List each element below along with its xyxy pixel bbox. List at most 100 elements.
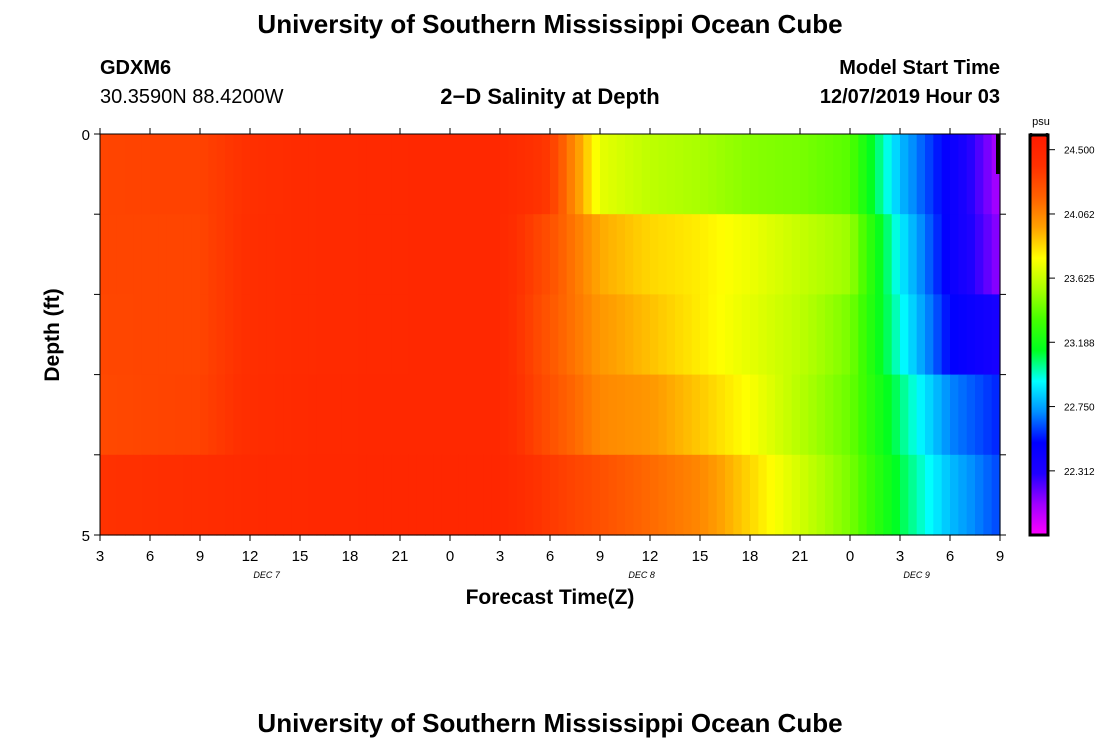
heatmap-cell: [616, 294, 626, 376]
x-tick-label: 21: [392, 548, 409, 565]
heatmap-cell: [925, 374, 934, 456]
heatmap-cell: [608, 294, 618, 376]
heatmap-cell: [983, 294, 993, 376]
heatmap-cell: [825, 294, 834, 376]
heatmap-cell: [591, 454, 601, 536]
heatmap-cell: [333, 374, 343, 456]
x-tick-label: 15: [692, 548, 709, 565]
heatmap-cell: [341, 374, 351, 456]
heatmap-cell: [875, 454, 884, 536]
heatmap-cell: [625, 214, 634, 295]
y-axis: 05: [82, 127, 1006, 545]
heatmap-cell: [791, 374, 801, 456]
heatmap-cell: [866, 134, 876, 215]
x-tick-label: 21: [792, 548, 809, 565]
heatmap-cell: [391, 374, 401, 456]
heatmap-cell: [416, 214, 426, 295]
heatmap-cell: [666, 214, 676, 295]
heatmap-cell: [291, 454, 301, 536]
heatmap-cell: [300, 134, 309, 215]
heatmap-cell: [241, 454, 251, 536]
heatmap-cell: [300, 374, 309, 456]
heatmap-cell: [283, 214, 293, 295]
heatmap-cell: [725, 454, 734, 536]
heatmap-cell: [908, 134, 918, 215]
page-title: University of Southern Mississippi Ocean…: [257, 9, 843, 39]
heatmap-cell: [541, 294, 551, 376]
heatmap-cell: [458, 294, 468, 376]
heatmap-cell: [691, 374, 701, 456]
heatmap-cell: [825, 454, 834, 536]
heatmap-cell: [966, 374, 976, 456]
heatmap-cell: [158, 134, 168, 215]
heatmap-cell: [350, 374, 359, 456]
heatmap-cell: [708, 134, 718, 215]
heatmap-cell: [466, 134, 476, 215]
heatmap-cell: [991, 454, 1001, 536]
heatmap-cell: [266, 134, 276, 215]
heatmap-cell: [975, 134, 984, 215]
heatmap-cell: [641, 454, 651, 536]
x-tick-label: 9: [196, 548, 204, 565]
heatmap-cell: [883, 294, 893, 376]
heatmap-cell: [108, 214, 118, 295]
heatmap-cell: [316, 134, 326, 215]
heatmap-cell: [758, 214, 768, 295]
colorbar-tick-label: 22.750: [1064, 403, 1095, 414]
colorbar-corner-left: [1029, 133, 1033, 137]
heatmap-cell: [450, 454, 459, 536]
heatmap-cell: [175, 374, 184, 456]
heatmap-cell: [491, 454, 501, 536]
heatmap-cell: [291, 134, 301, 215]
heatmap-cell: [800, 294, 809, 376]
heatmap-cell: [208, 214, 218, 295]
heatmap-cell: [866, 374, 876, 456]
x-tick-label: 0: [846, 548, 854, 565]
heatmap-cell: [750, 134, 759, 215]
heatmap-cell: [675, 454, 684, 536]
heatmap-cell: [150, 214, 159, 295]
heatmap-cell: [575, 294, 584, 376]
heatmap-cell: [166, 214, 176, 295]
heatmap-cell: [183, 454, 193, 536]
heatmap-cell: [908, 374, 918, 456]
heatmap-cell: [950, 214, 959, 295]
heatmap-cell: [800, 374, 809, 456]
heatmap-cell: [333, 214, 343, 295]
heatmap-cell: [333, 454, 343, 536]
station-id: GDXM6: [100, 57, 172, 79]
heatmap-cell: [166, 454, 176, 536]
heatmap-cell: [125, 374, 134, 456]
heatmap-cell: [191, 454, 201, 536]
heatmap-cell: [916, 454, 926, 536]
heatmap-cell: [841, 134, 851, 215]
heatmap-cell: [875, 294, 884, 376]
heatmap-cell: [616, 374, 626, 456]
heatmap-cell: [216, 454, 226, 536]
heatmap-cell: [666, 294, 676, 376]
heatmap-cells: [100, 134, 1001, 536]
heatmap-cell: [500, 134, 509, 215]
heatmap-cell: [616, 134, 626, 215]
heatmap-cell: [916, 294, 926, 376]
heatmap-cell: [275, 454, 284, 536]
heatmap-cell: [150, 294, 159, 376]
heatmap-cell: [308, 294, 318, 376]
y-axis-label: Depth (ft): [41, 288, 64, 381]
heatmap-cell: [833, 134, 843, 215]
heatmap-cell: [983, 374, 993, 456]
heatmap-cell: [591, 134, 601, 215]
heatmap-cell: [775, 214, 784, 295]
heatmap-cell: [850, 374, 859, 456]
heatmap-cell: [608, 134, 618, 215]
heatmap-cell: [441, 214, 451, 295]
heatmap-cell: [408, 374, 418, 456]
heatmap-cell: [766, 454, 776, 536]
heatmap-cell: [783, 374, 793, 456]
heatmap-cell: [266, 374, 276, 456]
heatmap-cell: [383, 374, 393, 456]
heatmap-cell: [666, 374, 676, 456]
heatmap-cell: [333, 294, 343, 376]
heatmap-cell: [116, 134, 126, 215]
heatmap-cell: [575, 214, 584, 295]
